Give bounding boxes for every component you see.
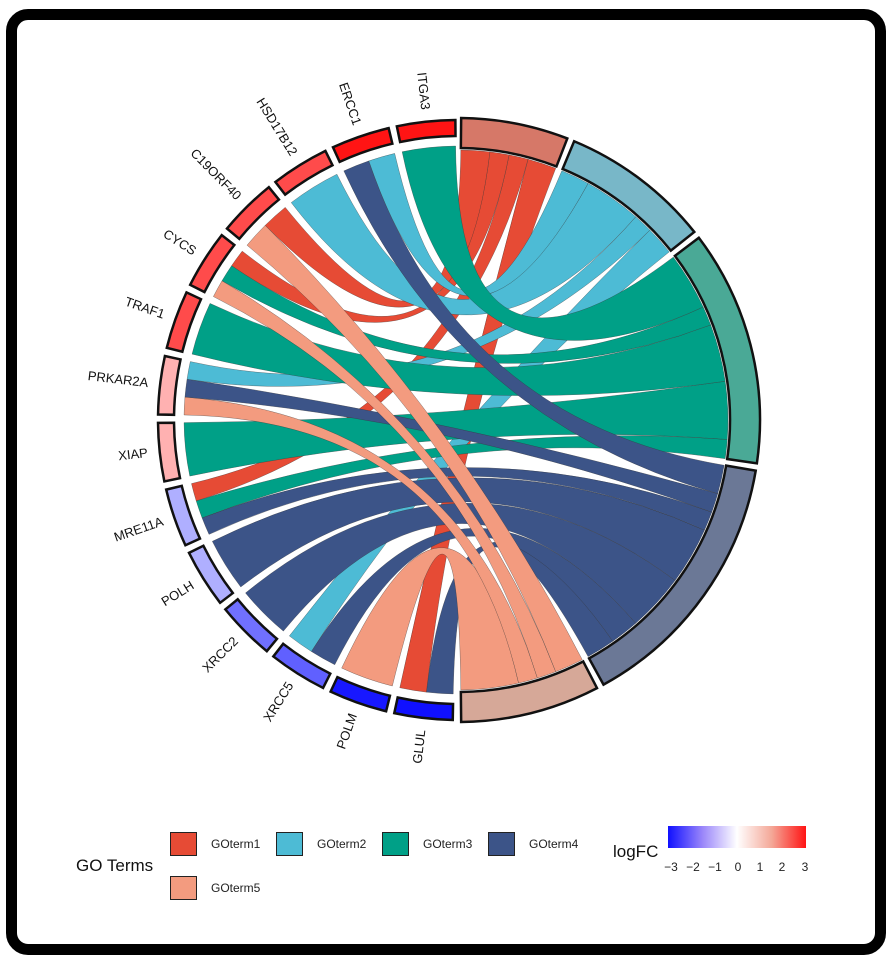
legend-item-goterm4: GOterm4 bbox=[488, 832, 578, 856]
legend-label: GOterm2 bbox=[317, 837, 367, 851]
colorbar-tick: 0 bbox=[734, 860, 742, 874]
legend-label: GOterm3 bbox=[423, 837, 473, 851]
gene-label: POLM bbox=[334, 711, 360, 751]
go-terms-legend-title: GO Terms bbox=[76, 856, 154, 875]
gene-segment-itga3 bbox=[395, 118, 457, 144]
chord-c19orf40-goterm5 bbox=[246, 225, 583, 672]
gene-segment-polm bbox=[328, 675, 392, 713]
logfc-colorbar bbox=[668, 826, 806, 848]
gene-label: C19ORF40 bbox=[188, 146, 245, 203]
gene-label: PRKAR2A bbox=[87, 368, 149, 390]
legend-swatch bbox=[170, 832, 197, 856]
gene-label: XRCC2 bbox=[199, 634, 241, 676]
colorbar-tick: −1 bbox=[708, 860, 722, 874]
gene-segment-prkar2a bbox=[156, 354, 183, 417]
legend-item-goterm3: GOterm3 bbox=[382, 832, 472, 856]
legend-item-goterm5: GOterm5 bbox=[170, 876, 260, 900]
gene-segment-traf1 bbox=[165, 290, 203, 354]
term-segment-goterm1 bbox=[459, 116, 569, 169]
gene-label: ITGA3 bbox=[414, 72, 433, 111]
gene-segment-cycs bbox=[188, 233, 237, 294]
gene-segment-polh bbox=[187, 544, 235, 605]
gene-label: XRCC5 bbox=[260, 679, 296, 724]
term-segment-goterm2 bbox=[560, 139, 697, 253]
chord-itga3-goterm3 bbox=[401, 145, 704, 341]
gene-segment-glul bbox=[392, 696, 455, 722]
term-segment-goterm5 bbox=[459, 659, 599, 724]
legend-label: GOterm1 bbox=[211, 837, 261, 851]
legend-item-goterm1: GOterm1 bbox=[170, 832, 260, 856]
legend-label: GOterm4 bbox=[529, 837, 579, 851]
term-segment-goterm3 bbox=[673, 236, 762, 465]
colorbar-tick: 1 bbox=[756, 860, 764, 874]
legend-swatch bbox=[170, 876, 197, 900]
legend-swatch bbox=[382, 832, 409, 856]
legend-item-goterm2: GOterm2 bbox=[276, 832, 366, 856]
gene-label: XIAP bbox=[117, 445, 148, 463]
colorbar-tick: −2 bbox=[686, 860, 700, 874]
gene-segment-hsd17b12 bbox=[273, 149, 335, 197]
colorbar-tick: 2 bbox=[778, 860, 786, 874]
gene-segment-ercc1 bbox=[331, 126, 394, 164]
legend-label: GOterm5 bbox=[211, 881, 261, 895]
gene-segment-xrcc5 bbox=[271, 642, 332, 690]
gene-segment-mre11a bbox=[164, 484, 202, 547]
gene-label: POLH bbox=[159, 578, 197, 609]
colorbar-tick: 3 bbox=[801, 860, 809, 874]
gene-label: TRAF1 bbox=[123, 294, 167, 322]
legend-swatch bbox=[488, 832, 515, 856]
chord-ercc1-goterm2 bbox=[368, 153, 589, 297]
logfc-legend-title: logFC bbox=[613, 842, 659, 861]
gene-segment-xrcc2 bbox=[223, 597, 279, 653]
gene-label: ERCC1 bbox=[336, 81, 365, 128]
term-segment-goterm4 bbox=[587, 464, 758, 687]
legend-swatch bbox=[276, 832, 303, 856]
gene-label: CYCS bbox=[161, 226, 200, 258]
gene-segment-c19orf40 bbox=[225, 185, 281, 241]
gene-label: MRE11A bbox=[112, 514, 165, 545]
gene-label: GLUL bbox=[410, 729, 429, 764]
chord-c19orf40-goterm1 bbox=[264, 149, 491, 308]
gene-label: HSD17B12 bbox=[254, 95, 301, 158]
gene-segment-xiap bbox=[156, 421, 182, 483]
colorbar-tick: −3 bbox=[664, 860, 678, 874]
